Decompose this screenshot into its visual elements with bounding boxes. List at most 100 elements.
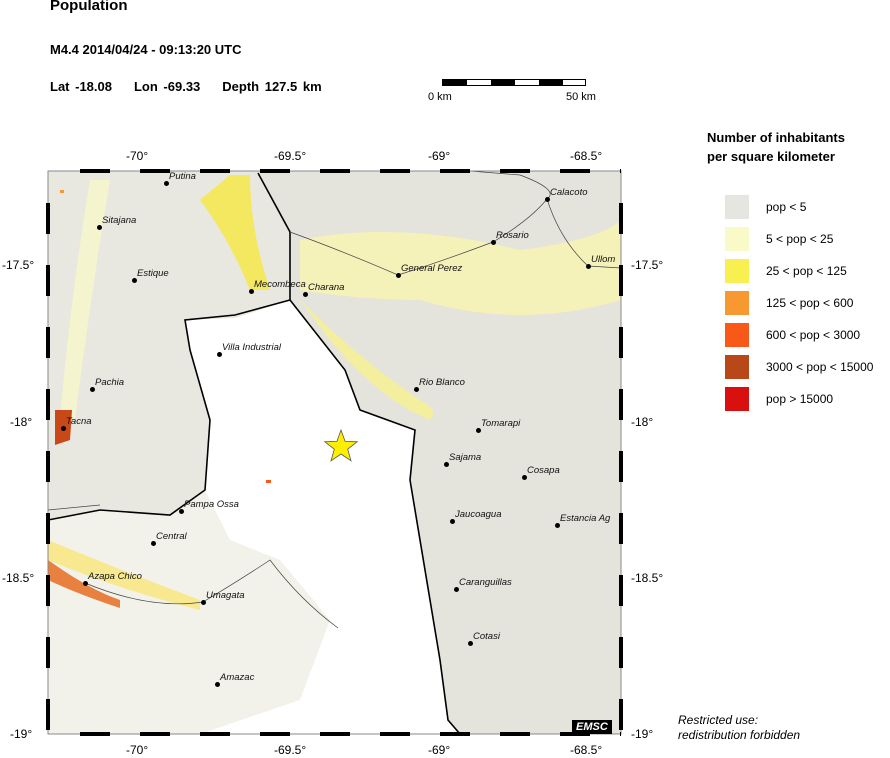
legend-label: 25 < pop < 125 [766,264,847,278]
lat-tick: -19° [631,727,654,741]
legend-label: 3000 < pop < 15000 [766,360,874,374]
city-label: Rio Blanco [419,377,465,388]
city-label: Sitajana [102,215,137,226]
lon-tick: -69° [428,149,451,163]
city-label: Amazac [220,672,255,683]
star-icon[interactable] [323,428,359,462]
lat-tick: -18° [10,415,33,429]
lat-value: Lat -18.08 [50,79,112,94]
city-marker[interactable] [217,352,222,357]
city-marker[interactable] [545,197,550,202]
city-label: Azapa Chico [88,571,142,582]
lat-tick: -18° [631,415,654,429]
city-marker[interactable] [555,523,560,528]
lon-tick: -69° [428,743,451,757]
legend-swatch [725,291,749,315]
legend-swatch [725,355,749,379]
legend-label: 125 < pop < 600 [766,296,854,310]
city-marker[interactable] [164,181,169,186]
city-marker[interactable] [151,541,156,546]
frame-ticks [46,169,623,736]
city-label: General Perez [401,263,463,274]
city-label: Tomarapi [481,418,521,429]
note-line1: Restricted use: [678,713,759,727]
note-line2: redistribution forbidden [678,728,801,742]
legend-title: Number of inhabitants per square kilomete… [707,128,845,166]
city-label: Mecombeca [254,279,306,290]
city-label: Sajama [449,452,482,463]
lat-tick: -17.5° [2,258,35,272]
lon-tick: -70° [126,743,149,757]
lat-tick: -18.5° [631,571,664,585]
city-label: Pachia [95,377,125,388]
legend-title-line2: per square kilometer [707,149,835,164]
city-marker[interactable] [83,581,88,586]
map-background [48,171,621,734]
emsc-logo: EMSC [572,720,612,734]
city-marker[interactable] [97,225,102,230]
depth-value: Depth 127.5 km [222,79,322,94]
legend-swatch [725,259,749,283]
city-label: Villa Industrial [222,342,281,353]
city-marker[interactable] [454,587,459,592]
roads [47,170,622,629]
scale-start: 0 km [428,91,452,103]
city-marker[interactable] [249,289,254,294]
city-marker[interactable] [132,278,137,283]
lon-value: Lon -69.33 [133,79,201,94]
event-info: M4.4 2014/04/24 - 09:13:20 UTC [50,42,242,57]
city-label: Estique [137,268,169,279]
legend-title-line1: Number of inhabitants [707,130,845,145]
lon-tick: -69.5° [274,743,307,757]
legend-label: pop > 15000 [766,392,834,406]
lon-tick: -68.5° [570,149,603,163]
city-label: Ullom [591,254,616,265]
city-marker[interactable] [396,273,401,278]
city-label: Pampa Ossa [184,499,239,510]
city-label: Cosapa [527,465,560,476]
legend-label: 600 < pop < 3000 [766,328,861,342]
city-label: Rosario [496,230,529,241]
lon-tick: -68.5° [570,743,603,757]
legend-swatch [725,227,749,251]
city-marker[interactable] [450,519,455,524]
city-label: Caranguillas [459,577,512,588]
city-marker[interactable] [468,641,473,646]
city-marker[interactable] [522,475,527,480]
usage-note: Restricted use: redistribution forbidden [678,713,800,743]
legend-swatch [725,323,749,347]
city-marker[interactable] [201,600,206,605]
city-marker[interactable] [491,240,496,245]
borders [47,172,461,735]
legend-label: 5 < pop < 25 [766,232,834,246]
city-marker[interactable] [61,426,66,431]
city-label: Calacoto [550,187,588,198]
city-marker[interactable] [476,428,481,433]
lon-tick: -69.5° [274,149,307,163]
lat-tick: -17.5° [631,258,664,272]
event-location: Lat -18.08 Lon -69.33 Depth 127.5 km [50,79,344,94]
city-label: Charana [308,282,345,293]
lon-tick: -70° [126,149,149,163]
city-label: Jaucoagua [455,509,502,520]
scale-bar [442,79,586,86]
city-label: Tacna [66,416,92,427]
legend-swatch [725,387,749,411]
city-marker[interactable] [586,264,591,269]
city-marker[interactable] [179,509,184,514]
city-label: Estancia Ag [560,513,611,524]
city-label: Central [156,531,187,542]
city-label: Umagata [206,590,245,601]
legend-swatch [725,195,749,219]
city-marker[interactable] [414,387,419,392]
city-marker[interactable] [303,292,308,297]
city-marker[interactable] [215,682,220,687]
lat-tick: -18.5° [2,571,35,585]
lat-tick: -19° [10,727,33,741]
scale-end: 50 km [566,91,596,103]
city-label: Putina [169,171,196,182]
city-marker[interactable] [444,462,449,467]
map-title: Population [50,0,128,14]
city-marker[interactable] [90,387,95,392]
